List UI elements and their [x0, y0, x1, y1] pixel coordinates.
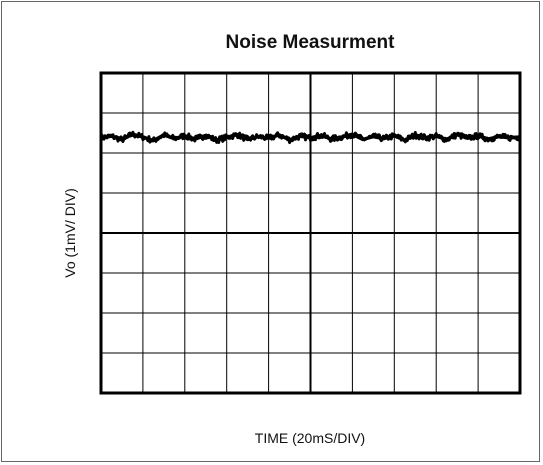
grid [101, 73, 520, 393]
chart-title: Noise Measurment [226, 32, 396, 53]
y-axis-label: Vo (1mV/ DIV) [62, 188, 78, 277]
plot-border [99, 71, 522, 395]
x-axis-label: TIME (20mS/DIV) [255, 430, 365, 446]
noise-trace-jitter [99, 130, 522, 145]
trace-layer [99, 130, 522, 145]
